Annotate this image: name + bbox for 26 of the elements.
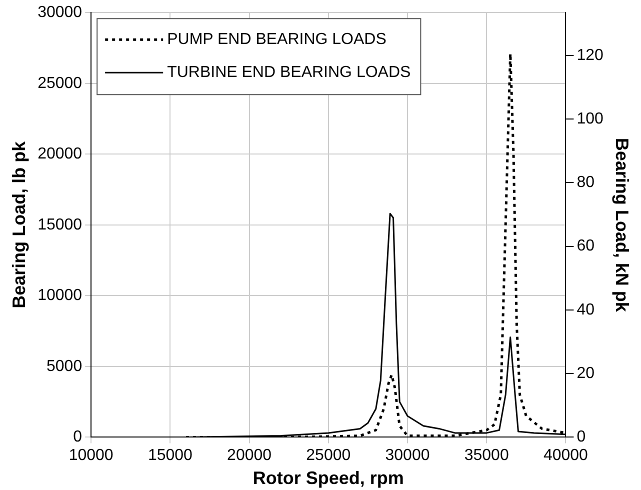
x-tick-label: 30000 [385,447,430,464]
x-tick-label: 25000 [306,447,351,464]
x-tick-label: 35000 [464,447,509,464]
y-tick-label: 0 [73,428,82,446]
y-tick-label: 10000 [38,287,82,304]
y-tick-label: 20000 [38,146,82,163]
x-tick-label: 40000 [543,447,588,464]
x-tick-label: 15000 [148,447,193,464]
x-axis-title: Rotor Speed, rpm [252,468,404,488]
y-tick-label: 30000 [38,4,82,22]
y2-axis-title: Bearing Load, kN pk [612,138,632,313]
y2-tick-label: 40 [576,301,595,318]
y2-tick-label: 20 [576,364,595,382]
y2-tick-label: 120 [576,46,604,64]
y-tick-label: 15000 [38,216,82,234]
y2-tick-label: 0 [576,428,586,446]
legend-label: PUMP END BEARING LOADS [167,31,386,48]
x-tick-label: 20000 [227,447,272,464]
y-tick-label: 5000 [46,358,82,375]
y-axis-title: Bearing Load, lb pk [8,140,29,308]
y-tick-label: 25000 [38,74,82,92]
legend-label: TURBINE END BEARING LOADS [167,64,411,82]
y2-tick-label: 60 [576,238,595,255]
y2-tick-label: 80 [576,174,595,192]
y2-tick-label: 100 [576,110,604,128]
x-tick-label: 10000 [68,447,114,464]
